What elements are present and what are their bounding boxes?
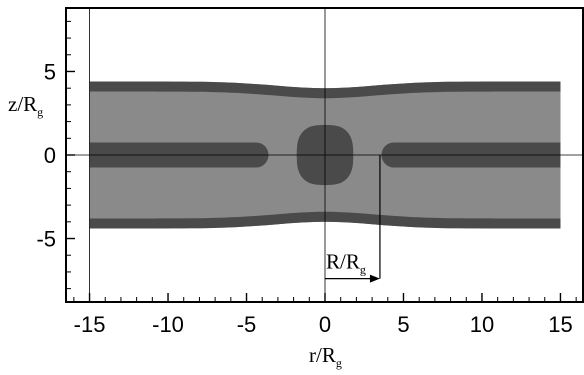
- x-axis-ticks: -15 -10 -5 0 5 10 15: [73, 293, 577, 337]
- x-tick-label: 10: [470, 312, 494, 337]
- y-tick-label: -5: [36, 227, 56, 252]
- x-tick-label: 0: [319, 312, 331, 337]
- y-axis-label: z/Rg: [8, 92, 43, 119]
- radius-arrow-head: [369, 274, 380, 283]
- x-axis-label: r/Rg: [309, 343, 342, 370]
- y-tick-label: 5: [44, 59, 56, 84]
- grid-lines: [66, 8, 584, 302]
- x-tick-label: -10: [152, 312, 184, 337]
- x-tick-label: 15: [548, 312, 572, 337]
- x-tick-label: 5: [397, 312, 409, 337]
- y-tick-label: 0: [44, 143, 56, 168]
- radius-label: R/Rg: [326, 250, 366, 277]
- y-axis-ticks: 5 0 -5: [36, 20, 75, 290]
- x-tick-label: -15: [74, 312, 106, 337]
- x-tick-label: -5: [237, 312, 257, 337]
- radius-annotation: R/Rg: [325, 155, 381, 283]
